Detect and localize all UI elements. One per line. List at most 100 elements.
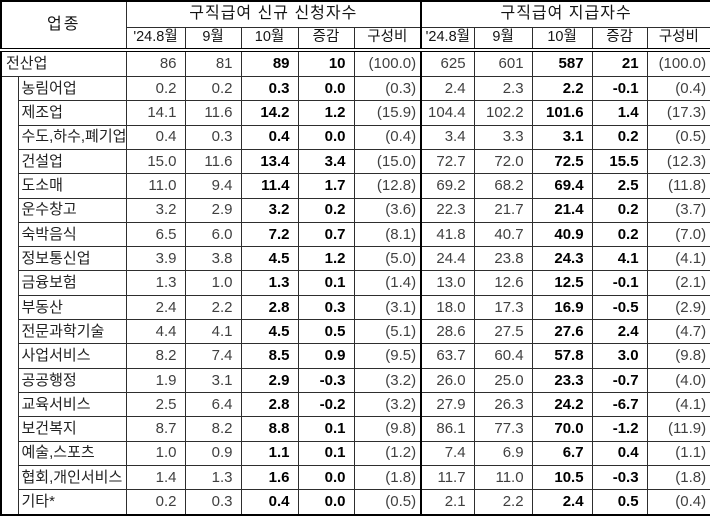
value-cell: (3.2) <box>353 367 422 394</box>
value-cell: 89 <box>240 49 299 77</box>
value-cell: 0.2 <box>125 489 186 516</box>
table-row: 정보통신업 3.9 3.8 4.5 1.2 (5.0) 24.4 23.8 24.3 4.1 (4.… <box>1 246 710 272</box>
value-cell: (4.1) <box>646 392 710 418</box>
value-cell: 8.7 <box>125 416 186 442</box>
table-row: 수도,하수,폐기업 0.4 0.3 0.4 0.0 (0.4) 3.4 3.3 3.1 0.2 (0… <box>1 124 710 150</box>
table-row: 기타* 0.2 0.3 0.4 0.0 (0.5) 2.1 2.2 2.4 0.5 (0.4) <box>1 489 710 516</box>
table-row: 전산업 86 81 89 10 (100.0) 625 601 587 21 (100.0) <box>0 49 710 77</box>
industry-label: 도소매 <box>17 173 127 199</box>
value-cell: (12.8) <box>353 173 422 199</box>
value-cell: 1.0 <box>125 440 186 466</box>
value-cell: 6.9 <box>473 440 533 466</box>
indent-spacer <box>1 465 18 489</box>
col-header-aug: '24.8월 <box>420 26 475 52</box>
value-cell: 11.0 <box>125 173 186 199</box>
value-cell: 101.6 <box>531 100 593 126</box>
indent-spacer <box>1 198 18 222</box>
value-cell: 2.4 <box>125 294 186 321</box>
table-body: 전산업 86 81 89 10 (100.0) 625 601 587 21 (100.0) 농림어업… <box>0 49 710 516</box>
value-cell: 8.2 <box>184 416 242 442</box>
indent-spacer <box>1 222 18 246</box>
value-cell: 1.2 <box>297 100 355 126</box>
header-sub-row: '24.8월 9월 10월 증감 구성비 '24.8월 9월 10월 증감 구성… <box>1 26 710 52</box>
value-cell: 2.9 <box>240 367 299 394</box>
value-cell: 9.4 <box>184 173 242 199</box>
value-cell: 0.1 <box>297 440 355 466</box>
indent-spacer <box>1 271 18 295</box>
industry-label: 숙박음식 <box>17 221 127 248</box>
value-cell: 625 <box>420 49 475 77</box>
indent-spacer <box>1 393 18 417</box>
value-cell: 26.3 <box>473 392 533 418</box>
value-cell: 3.2 <box>125 197 186 223</box>
value-cell: 23.8 <box>473 246 533 272</box>
indent-spacer <box>1 247 18 271</box>
indent-spacer <box>1 417 18 441</box>
table-row: 사업서비스 8.2 7.4 8.5 0.9 (9.5) 63.7 60.4 57.8 3.0 (9.… <box>1 343 710 369</box>
value-cell: 41.8 <box>420 221 475 248</box>
value-cell: 11.6 <box>184 148 242 175</box>
industry-label: 협회,개인서비스 <box>17 464 127 491</box>
value-cell: 0.2 <box>184 75 242 102</box>
value-cell: 70.0 <box>531 416 593 442</box>
value-cell: (1.8) <box>646 464 710 491</box>
value-cell: 2.2 <box>184 294 242 321</box>
value-cell: (9.8) <box>353 416 422 442</box>
value-cell: 8.5 <box>240 343 299 369</box>
value-cell: -0.1 <box>591 270 648 296</box>
value-cell: 28.6 <box>420 319 475 345</box>
value-cell: 3.1 <box>184 367 242 394</box>
value-cell: 25.0 <box>473 367 533 394</box>
value-cell: 0.2 <box>591 197 648 223</box>
value-cell: 26.0 <box>420 367 475 394</box>
value-cell: (11.8) <box>646 173 710 199</box>
value-cell: 0.2 <box>297 197 355 223</box>
value-cell: (4.1) <box>646 246 710 272</box>
value-cell: (3.1) <box>353 294 422 321</box>
value-cell: (100.0) <box>353 49 422 77</box>
industry-label: 농림어업 <box>17 75 127 102</box>
header-group-row: 업종 구직급여 신규 신청자수 구직급여 지급자수 <box>0 0 710 52</box>
value-cell: 1.0 <box>184 270 242 296</box>
indent-spacer <box>1 441 18 465</box>
col-header-change: 증감 <box>591 26 648 52</box>
indent-spacer <box>1 344 18 368</box>
value-cell: 77.3 <box>473 416 533 442</box>
new-claims-group-header: 구직급여 신규 신청자수 <box>125 0 422 28</box>
table-header: 업종 구직급여 신규 신청자수 구직급여 지급자수 '24.8월 9월 10월 … <box>0 0 710 52</box>
industry-label: 보건복지 <box>17 416 127 442</box>
value-cell: 1.6 <box>240 464 299 491</box>
value-cell: 0.3 <box>297 294 355 321</box>
value-cell: 2.1 <box>420 489 475 516</box>
value-cell: (5.0) <box>353 246 422 272</box>
industry-label: 전문과학기술 <box>17 319 127 345</box>
value-cell: 1.3 <box>184 464 242 491</box>
value-cell: 0.3 <box>240 75 299 102</box>
industry-label: 수도,하수,폐기업 <box>17 124 127 150</box>
value-cell: 21 <box>591 49 648 77</box>
value-cell: (3.6) <box>353 197 422 223</box>
recipients-group-header: 구직급여 지급자수 <box>420 0 710 28</box>
value-cell: 3.8 <box>184 246 242 272</box>
value-cell: 0.2 <box>591 124 648 150</box>
col-header-share: 구성비 <box>646 26 710 52</box>
value-cell: 2.4 <box>531 489 593 516</box>
col-header-sep: 9월 <box>473 26 533 52</box>
value-cell: 16.9 <box>531 294 593 321</box>
value-cell: (4.0) <box>646 367 710 394</box>
indent-spacer <box>1 125 18 149</box>
table-row: 보건복지 8.7 8.2 8.8 0.1 (9.8) 86.1 77.3 70.0 -1.2 (11… <box>1 416 710 442</box>
industry-label: 건설업 <box>17 148 127 175</box>
value-cell: 11.4 <box>240 173 299 199</box>
value-cell: 0.4 <box>240 124 299 150</box>
value-cell: -0.2 <box>297 392 355 418</box>
value-cell: 72.7 <box>420 148 475 175</box>
industry-label: 예술,스포츠 <box>17 440 127 466</box>
value-cell: 2.3 <box>473 75 533 102</box>
value-cell: 2.5 <box>591 173 648 199</box>
value-cell: 3.4 <box>297 148 355 175</box>
value-cell: (9.8) <box>646 343 710 369</box>
value-cell: 10 <box>297 49 355 77</box>
industry-label: 정보통신업 <box>17 246 127 272</box>
